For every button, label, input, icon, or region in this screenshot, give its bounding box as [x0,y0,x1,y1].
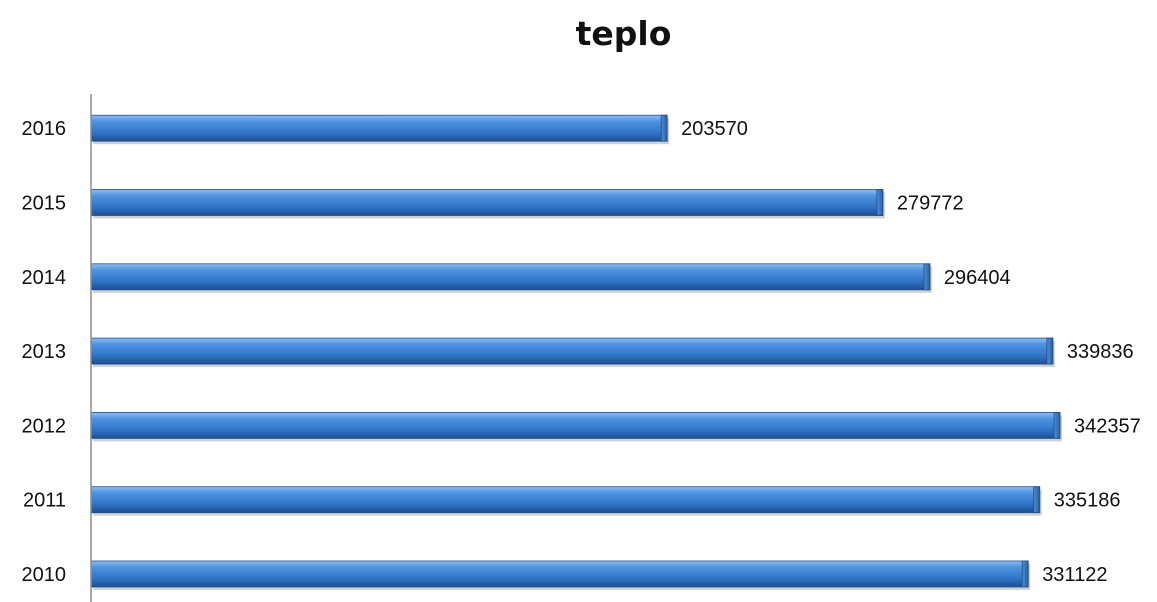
bar-end-cap [1053,411,1061,439]
category-tick-label: 2015 [22,193,67,215]
bar-end-cap [876,189,884,216]
bar [90,486,1041,514]
category-tick-label: 2016 [22,118,67,140]
bar [90,263,931,291]
bar-value-label: 339836 [1067,341,1134,363]
bar-value-label: 331122 [1042,564,1107,586]
bar-value-label: 279772 [897,193,964,215]
chart-title: teplo [575,14,672,53]
bar-end-cap [660,114,668,142]
category-tick-label: 2014 [22,267,67,289]
bar-value-label: 335186 [1054,490,1121,512]
bar [90,114,668,142]
bar-group-2014: 2014 296404 [22,263,1011,293]
bar-group-2016: 2016 203570 [22,114,748,145]
bar [90,337,1054,365]
bar-value-label: 342357 [1074,415,1141,437]
bar-end-cap [1021,560,1029,588]
bar-group-2015: 2015 279772 [22,189,964,219]
bar [90,411,1061,439]
bar-group-2010: 2010 331122 [22,560,1107,590]
category-tick-label: 2010 [22,564,67,586]
bar-group-2012: 2012 342357 [22,411,1141,442]
bar [90,189,884,216]
bar-end-cap [1046,337,1054,365]
category-tick-label: 2012 [22,415,67,437]
bar-end-cap [923,263,931,291]
bar [90,560,1029,588]
bars-layer: 2010 331122 2011 335186 2012 342357 2013 339836… [22,114,1141,590]
bar-group-2013: 2013 339836 [22,337,1134,368]
category-tick-label: 2013 [22,341,67,363]
category-tick-label: 2011 [23,490,66,512]
bar-group-2011: 2011 335186 [23,486,1121,516]
bar-end-cap [1033,486,1041,514]
bar-value-label: 296404 [944,267,1011,289]
bar-value-label: 203570 [681,118,748,140]
